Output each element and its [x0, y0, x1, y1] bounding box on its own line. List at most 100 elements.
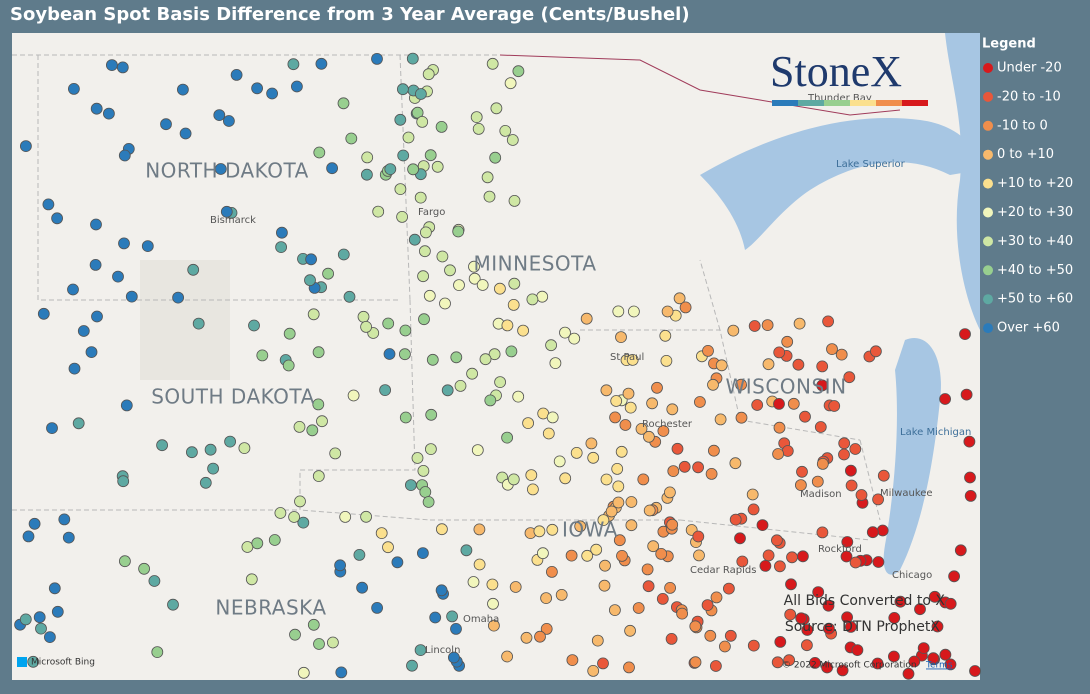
basis-dot	[160, 118, 172, 131]
basis-dot	[960, 388, 973, 401]
basis-dot	[849, 556, 862, 569]
basis-dot	[570, 446, 583, 459]
logo-stripe	[876, 100, 902, 106]
basis-dot	[694, 396, 706, 408]
basis-dot	[230, 69, 243, 81]
basis-dot	[772, 448, 784, 460]
basis-dot	[666, 403, 679, 416]
legend-swatch[interactable]	[983, 323, 993, 334]
basis-dot	[787, 397, 800, 410]
basis-dot	[565, 549, 578, 562]
basis-dot	[546, 566, 558, 578]
basis-dot	[141, 240, 154, 253]
legend-swatch[interactable]	[983, 91, 993, 102]
terms-link[interactable]: Terms	[925, 661, 953, 671]
basis-dot	[786, 551, 798, 564]
basis-dot	[382, 541, 394, 554]
basis-dot	[546, 523, 559, 536]
legend-swatch[interactable]	[983, 236, 993, 247]
basis-dot	[917, 642, 930, 654]
legend-swatch[interactable]	[983, 294, 993, 305]
legend-swatch[interactable]	[983, 120, 993, 131]
city-label: Fargo	[418, 207, 445, 218]
basis-dot	[512, 65, 525, 78]
basis-dot	[609, 604, 621, 616]
basis-dot	[371, 53, 383, 65]
basis-dot	[62, 531, 75, 544]
basis-dot	[396, 83, 409, 96]
basis-dot	[692, 530, 705, 543]
legend-swatch[interactable]	[983, 265, 993, 276]
basis-dot	[908, 655, 921, 668]
basis-dot	[67, 283, 79, 296]
basis-dot	[353, 549, 366, 561]
basis-dot	[855, 489, 868, 501]
basis-dot	[89, 258, 102, 271]
legend-swatch[interactable]	[983, 207, 993, 218]
basis-dot	[251, 82, 264, 95]
basis-dot	[624, 624, 636, 637]
basis-dot	[91, 310, 103, 323]
basis-dot	[294, 495, 306, 508]
basis-dot	[148, 575, 161, 587]
legend-label[interactable]: -20 to -10	[997, 89, 1061, 104]
legend-label[interactable]: -10 to 0	[997, 118, 1048, 133]
basis-dot	[799, 410, 811, 423]
basis-dot	[256, 349, 269, 362]
basis-dot	[877, 469, 890, 482]
basis-dot	[587, 451, 600, 464]
legend-swatch[interactable]	[983, 178, 993, 189]
national-border	[499, 54, 901, 116]
basis-dot	[414, 644, 427, 656]
basis-dot	[692, 461, 704, 474]
city-label: Bismarck	[210, 215, 256, 226]
legend-label[interactable]: +50 to +60	[997, 292, 1073, 307]
basis-dot	[517, 324, 529, 337]
logo: StoneX	[770, 47, 902, 96]
basis-dot	[534, 630, 546, 643]
legend-label[interactable]: +20 to +30	[997, 205, 1073, 220]
basis-dot	[72, 417, 85, 430]
map: NORTH DAKOTA MINNESOTA SOUTH DAKOTA WISC…	[12, 33, 981, 680]
basis-dot	[771, 656, 784, 669]
legend-label[interactable]: +40 to +50	[997, 263, 1073, 278]
basis-dot	[715, 359, 728, 372]
basis-dot	[536, 290, 549, 303]
logo-stripe	[798, 100, 824, 106]
basis-dot	[642, 580, 655, 593]
logo-stripe	[902, 100, 928, 106]
title: Soybean Spot Basis Difference from 3 Yea…	[10, 4, 690, 25]
legend-swatch[interactable]	[983, 149, 993, 160]
basis-dot	[172, 291, 185, 304]
city-label: Omaha	[463, 614, 499, 625]
basis-dot	[85, 346, 98, 359]
basis-dot	[90, 102, 103, 115]
basis-dot	[435, 584, 448, 597]
legend-label[interactable]: +10 to +20	[997, 176, 1073, 191]
basis-dot	[422, 496, 435, 508]
basis-dot	[316, 415, 328, 428]
basis-dot	[591, 634, 604, 647]
basis-dot	[811, 475, 824, 488]
basis-dot	[566, 654, 579, 666]
legend-title: Legend	[982, 37, 1036, 52]
basis-dot	[580, 312, 593, 325]
legend-label[interactable]: Under -20	[997, 61, 1062, 76]
basis-dot	[540, 592, 552, 604]
note: Source: DTN ProphetX	[785, 619, 941, 635]
basis-dot	[486, 57, 499, 70]
basis-dot	[939, 648, 952, 661]
legend-label[interactable]: +30 to +40	[997, 234, 1073, 249]
legend-label[interactable]: 0 to +10	[997, 147, 1054, 162]
city-label: Rockford	[818, 544, 862, 555]
basis-dot	[453, 279, 465, 292]
basis-dot	[590, 543, 603, 556]
basis-dot	[118, 237, 130, 250]
legend-label[interactable]: Over +60	[997, 321, 1060, 336]
basis-dot	[843, 371, 856, 384]
basis-dot	[167, 598, 179, 611]
legend-swatch[interactable]	[983, 63, 993, 73]
basis-dot	[512, 390, 525, 403]
